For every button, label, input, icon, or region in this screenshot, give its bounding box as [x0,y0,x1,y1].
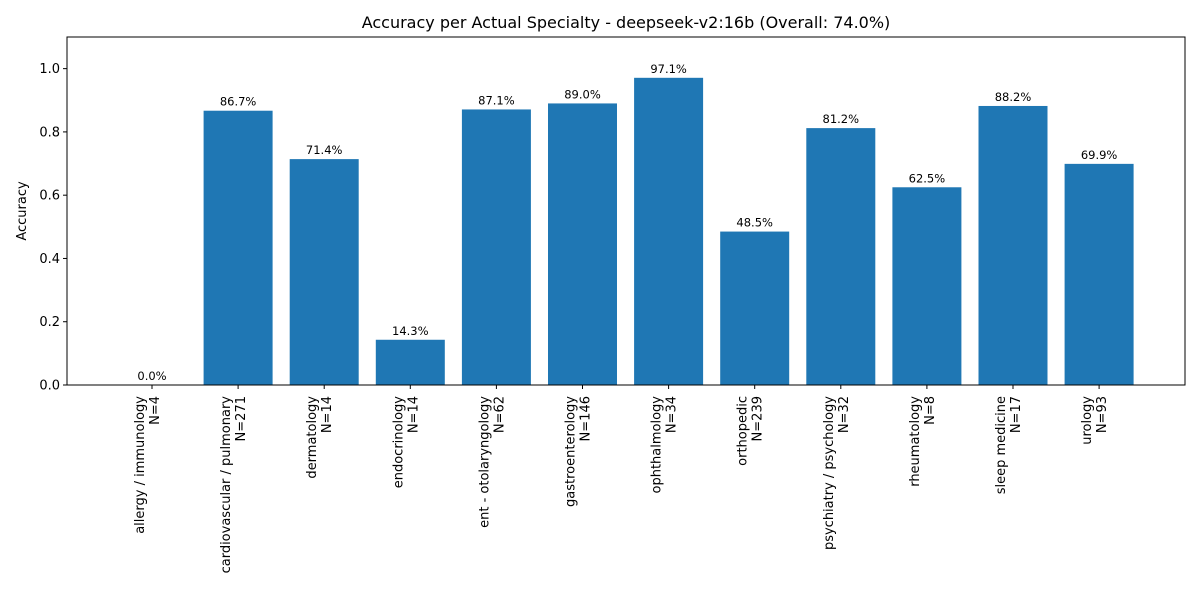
x-tick-label: gastroenterology N=146 [564,396,594,507]
bar [375,339,445,385]
x-tick-count: N=93 [1095,396,1110,433]
x-tick-count: N=34 [665,396,680,433]
x-tick-category: psychiatry / psychology [822,396,837,550]
x-axis-ticks: allergy / immunology N=4 cardiovascular / … [133,385,1110,573]
bar [978,105,1048,385]
x-tick-count: N=8 [923,396,938,425]
y-axis-ticks: 0.0 0.2 0.4 0.6 0.8 1.0 [39,62,67,394]
x-tick-category: endocrinology [391,396,406,489]
x-tick-label: urology N=93 [1080,396,1110,445]
bar [1064,163,1134,385]
x-tick-label: allergy / immunology N=4 [133,396,163,534]
bar [548,103,617,385]
value-labels-group: 0.0% 86.7% 71.4% 14.3% 87.1% 89.0% 97.1% 48.5% 8… [137,62,1117,383]
x-tick-label: dermatology N=14 [305,396,335,479]
bar-value-label: 88.2% [995,90,1032,104]
bar [806,128,876,385]
bar-value-label: 62.5% [909,171,946,185]
x-tick-category: rheumatology [908,396,923,487]
y-tick-label: 0.0 [39,379,60,394]
plot-area-frame [66,36,1186,386]
x-tick-label: orthopedic N=239 [736,396,766,466]
x-tick-category: gastroenterology [564,396,579,507]
x-tick-label: sleep medicine N=17 [994,396,1024,494]
y-tick-label: 0.8 [39,125,60,140]
bar-value-label: 89.0% [564,87,601,101]
x-tick-category: dermatology [305,396,320,479]
bar [461,109,531,386]
bar [720,231,790,385]
bar-value-label: 87.1% [478,93,515,107]
x-tick-count: N=239 [751,396,766,441]
y-tick-label: 0.6 [39,189,60,204]
chart-title: Accuracy per Actual Specialty - deepseek… [362,13,891,32]
x-tick-category: ent - otolaryngology [477,396,492,528]
bar [203,110,273,385]
x-tick-label: endocrinology N=14 [391,396,421,489]
x-tick-label: ent - otolaryngology N=62 [477,396,507,528]
x-tick-category: cardiovascular / pulmonary [219,396,234,574]
x-tick-label: cardiovascular / pulmonary N=271 [219,396,249,574]
bar-value-label: 14.3% [392,324,429,338]
bar [634,77,704,385]
bar-value-label: 0.0% [137,369,166,383]
x-tick-category: sleep medicine [994,396,1009,494]
bar-value-label: 86.7% [220,95,257,109]
bar-value-label: 71.4% [306,143,343,157]
x-tick-count: N=62 [492,396,507,433]
x-tick-category: allergy / immunology [133,396,148,534]
x-tick-count: N=4 [148,396,163,425]
x-tick-label: ophthalmology N=34 [650,396,680,494]
x-tick-label: psychiatry / psychology N=32 [822,396,852,550]
y-axis-label: Accuracy [15,181,30,241]
y-tick-label: 0.4 [39,252,60,267]
bar-value-label: 48.5% [736,216,773,230]
x-tick-count: N=14 [406,396,421,433]
y-tick-label: 1.0 [39,62,60,77]
x-tick-label: rheumatology N=8 [908,396,938,487]
x-tick-count: N=146 [579,396,594,441]
x-tick-category: urology [1080,396,1095,445]
bar [892,187,962,385]
bar-value-label: 97.1% [650,62,687,76]
bar-value-label: 69.9% [1081,148,1118,162]
x-tick-count: N=17 [1009,396,1024,433]
bar [289,159,359,385]
y-tick-label: 0.2 [39,315,60,330]
x-tick-category: ophthalmology [650,396,665,494]
x-tick-category: orthopedic [736,396,751,466]
bars-group [203,77,1134,386]
x-tick-count: N=14 [320,396,335,433]
x-tick-count: N=271 [234,396,249,441]
x-tick-count: N=32 [837,396,852,433]
bar-value-label: 81.2% [823,112,860,126]
